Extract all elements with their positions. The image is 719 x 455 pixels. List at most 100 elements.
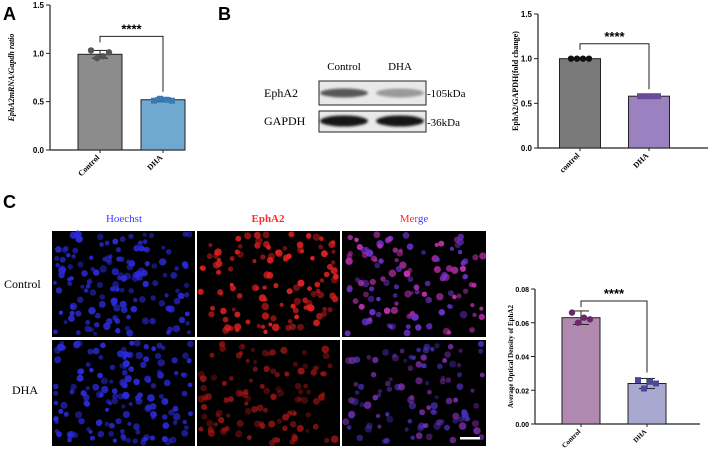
cell-nucleus [286,288,293,295]
chart-a-data-point [157,95,163,102]
cell-nucleus [171,357,178,364]
cell-nucleus [326,263,333,270]
channel-label-hoechst: Hoechst [106,213,142,225]
cell-nucleus [460,260,466,266]
cell-nucleus [301,349,308,356]
cell-nucleus [438,309,445,316]
cell-nucleus [373,258,378,263]
cell-nucleus [95,390,104,399]
cell-nucleus [456,362,462,368]
cell-nucleus [218,416,225,424]
cell-nucleus [96,281,103,289]
cell-nucleus [434,395,439,400]
cell-nucleus [354,277,360,283]
cell-nucleus [54,255,60,262]
chart-c-data-point [586,316,594,323]
cell-nucleus [67,437,72,443]
cell-nucleus [268,420,276,428]
chart-b-data-point [585,55,593,62]
chart-a-y-tick-label: 0.0 [33,146,45,155]
cell-nucleus [320,371,325,376]
cell-nucleus [346,425,352,430]
chart-b-data-point [649,93,655,100]
cell-nucleus [104,407,110,412]
chart-c-significance-bracket [580,300,648,373]
cell-nucleus [404,290,412,298]
cell-nucleus [76,340,83,347]
cell-nucleus [275,249,283,257]
cell-nucleus [459,265,467,272]
cell-nucleus [106,318,113,325]
cell-nucleus [122,391,130,400]
cell-nucleus [128,366,135,372]
cell-nucleus [479,372,485,378]
cell-nucleus [208,242,213,248]
cell-nucleus [181,390,188,397]
cell-nucleus [378,258,384,264]
cell-nucleus [255,237,263,245]
cell-nucleus [115,247,121,253]
cell-nucleus [372,356,379,364]
cell-nucleus [119,363,125,369]
cell-nucleus [388,269,397,278]
cell-nucleus [151,346,157,352]
cell-nucleus [59,256,66,263]
chart-b-data-point [573,55,581,62]
cell-nucleus [430,347,435,352]
chart-a-data-point [99,53,107,60]
cell-nucleus [248,378,253,383]
cell-nucleus [127,421,132,426]
chart-c-y-tick-label: 0.02 [515,388,529,395]
cell-nucleus [81,270,88,277]
blot-lane-label-dha: DHA [388,61,412,73]
cell-nucleus [53,383,59,390]
cell-nucleus [327,307,333,313]
cell-nucleus [156,369,162,375]
cell-nucleus [434,256,440,262]
cell-nucleus [163,379,171,387]
cell-nucleus [220,307,227,315]
cell-nucleus [347,250,353,256]
chart-c-y-tick-label: 0.04 [515,355,529,362]
cell-nucleus [78,418,85,425]
cell-nucleus [150,410,157,418]
cell-nucleus [104,255,112,263]
cell-nucleus [461,409,468,415]
panel-label-c: C [3,192,16,212]
cell-nucleus [111,301,116,307]
cell-nucleus [364,425,373,433]
cell-nucleus [140,439,147,446]
cell-nucleus [182,352,189,360]
cell-nucleus [424,280,431,287]
cell-nucleus [440,376,446,381]
cell-nucleus [402,232,410,239]
cell-nucleus [273,282,279,289]
cell-nucleus [409,394,415,400]
cell-nucleus [112,438,117,443]
cell-nucleus [219,291,224,296]
cell-nucleus [133,423,140,431]
cell-nucleus [170,272,178,279]
cell-nucleus [262,231,270,239]
cell-nucleus [252,366,258,372]
cell-nucleus [85,320,91,325]
chart-a-data-point [163,96,169,103]
cell-nucleus [439,378,446,385]
cell-nucleus [235,389,243,397]
cell-nucleus [88,307,96,315]
cell-nucleus [187,411,194,417]
cell-nucleus [377,243,383,249]
cell-nucleus [58,408,64,414]
cell-nucleus [468,282,474,288]
cell-nucleus [312,397,320,405]
cell-nucleus [89,367,94,373]
chart-c-data-point [635,377,641,384]
cell-nucleus [290,421,297,428]
cell-nucleus [353,381,359,387]
cell-nucleus [112,285,120,293]
chart-a-data-point [105,49,113,56]
cell-nucleus [457,233,465,241]
cell-nucleus [393,284,399,290]
cell-nucleus [201,413,208,420]
cell-nucleus [433,422,441,430]
